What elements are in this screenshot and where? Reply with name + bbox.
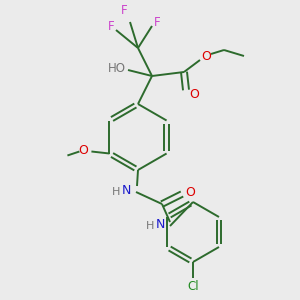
Text: O: O — [201, 50, 211, 62]
Text: F: F — [121, 4, 127, 16]
Text: HO: HO — [108, 62, 126, 76]
Text: F: F — [154, 16, 160, 28]
Text: N: N — [121, 184, 131, 196]
Text: O: O — [79, 144, 88, 157]
Text: H: H — [112, 187, 120, 197]
Text: O: O — [189, 88, 199, 100]
Text: Cl: Cl — [187, 280, 199, 293]
Text: H: H — [146, 221, 154, 231]
Text: N: N — [155, 218, 165, 230]
Text: O: O — [185, 185, 195, 199]
Text: F: F — [108, 20, 114, 32]
